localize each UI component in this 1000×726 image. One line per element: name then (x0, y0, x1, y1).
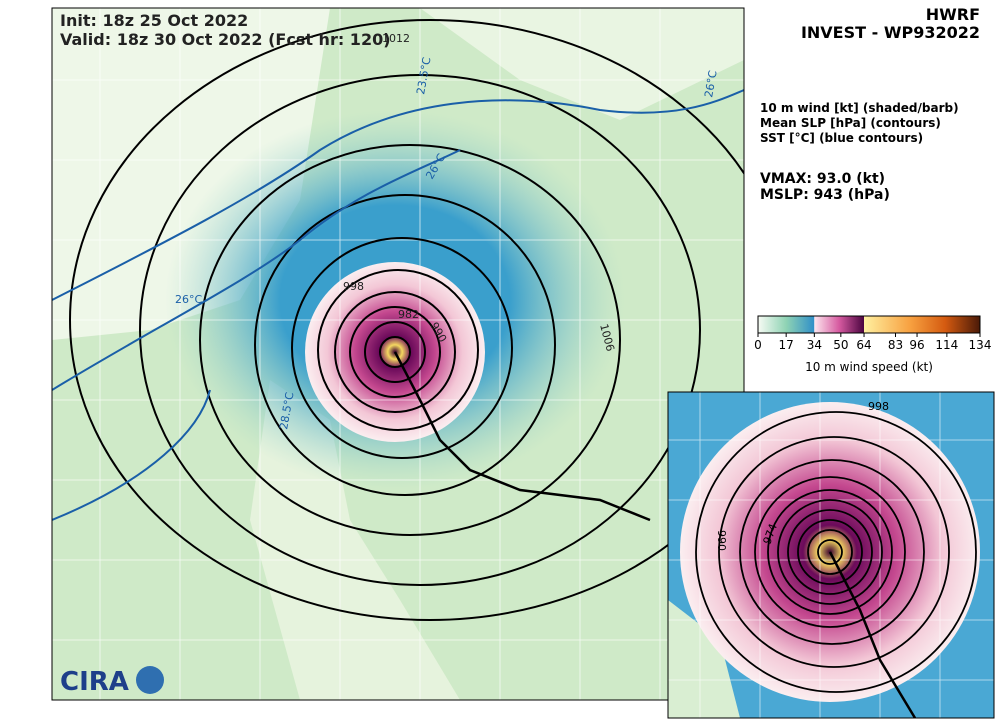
colorbar-segment (758, 316, 815, 333)
map-frame (51, 7, 745, 701)
colorbar-tick-label: 134 (969, 338, 992, 352)
mslp: MSLP: 943 (hPa) (760, 187, 890, 203)
main-map: 1012 998 990 982 1006 23.5°C 26°C 26°C 2… (52, 8, 744, 700)
contour-label: 998 (343, 280, 364, 293)
contour-label: 990 (715, 530, 728, 551)
track (393, 351, 651, 522)
colorbar-tick-label: 114 (935, 338, 958, 352)
inset-frame (667, 391, 995, 719)
slp-contours (69, 19, 744, 621)
contour-label: 982 (398, 308, 419, 321)
contour-label: 998 (868, 400, 889, 413)
colorbar-tick-label: 34 (807, 338, 822, 352)
vmax: VMAX: 93.0 (kt) (760, 171, 885, 187)
contour-label: 28.5°C (277, 391, 296, 431)
colorbar-tick-label: 50 (833, 338, 848, 352)
colorbar-segment (864, 316, 980, 333)
contour-label: 26°C (702, 69, 720, 98)
colorbar-label: 10 m wind speed (kt) (805, 360, 933, 374)
inset-map: 998 990 974 (668, 392, 994, 718)
legend: 10 m wind [kt] (shaded/barb)Mean SLP [hP… (760, 101, 959, 145)
model-name: HWRF (926, 5, 980, 24)
colorbar-tick-label: 17 (779, 338, 794, 352)
grid (52, 8, 744, 700)
sst-contours (52, 89, 744, 521)
logo-icon (136, 666, 164, 694)
logo: CIRA (60, 667, 129, 697)
colorbar-segment (814, 316, 865, 333)
legend-line: 10 m wind [kt] (shaded/barb) (760, 101, 959, 115)
colorbar-tick-label: 83 (888, 338, 903, 352)
colorbar-tick-label: 96 (909, 338, 924, 352)
colorbar: 0 17 34 50 64 83 96 114 134 (754, 315, 992, 352)
colorbar-tick-label: 64 (856, 338, 871, 352)
init-time: Init: 18z 25 Oct 2022 (60, 11, 248, 30)
contour-label: 23.5°C (414, 56, 433, 96)
colorbar-frame (757, 315, 981, 334)
storm-name: INVEST - WP932022 (801, 23, 980, 42)
colorbar-tick-label: 0 (754, 338, 762, 352)
contour-label: 26°C (175, 293, 202, 306)
legend-line: Mean SLP [hPa] (contours) (760, 116, 941, 130)
legend-line: SST [°C] (blue contours) (760, 131, 923, 145)
valid-time: Valid: 18z 30 Oct 2022 (Fcst hr: 120) (60, 30, 391, 49)
contour-label: 1012 (382, 32, 410, 45)
